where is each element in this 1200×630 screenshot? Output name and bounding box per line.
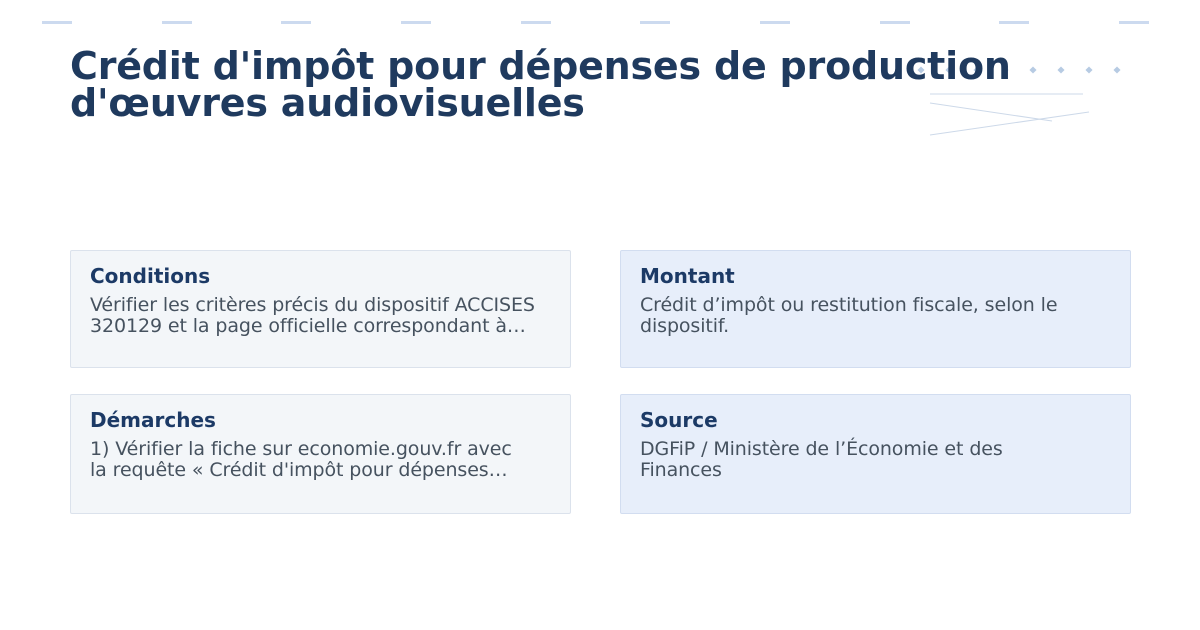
card-source: Source DGFiP / Ministère de l’Économie e…: [620, 394, 1131, 514]
dash: [281, 21, 311, 24]
page-title: Crédit d'impôt pour dépenses de producti…: [70, 44, 1011, 125]
crossing-lines-icon: [929, 93, 1090, 136]
card-conditions-text: Vérifier les critères précis du disposit…: [90, 294, 535, 337]
card-montant: Montant Crédit d’impôt ou restitution fi…: [620, 250, 1131, 368]
dash: [999, 21, 1029, 24]
dash: [760, 21, 790, 24]
top-dashes-decoration: [0, 21, 1200, 24]
card-demarches: Démarches 1) Vérifier la fiche sur econo…: [70, 394, 571, 514]
sparkle-lines-decoration: [917, 66, 1121, 136]
dash: [880, 21, 910, 24]
dash: [401, 21, 431, 24]
card-demarches-text: 1) Vérifier la fiche sur economie.gouv.f…: [90, 438, 512, 481]
dash: [1119, 21, 1149, 24]
card-conditions-title: Conditions: [90, 264, 211, 288]
card-montant-text: Crédit d’impôt ou restitution fiscale, s…: [640, 294, 1058, 337]
dash: [640, 21, 670, 24]
card-source-title: Source: [640, 408, 718, 432]
card-conditions: Conditions Vérifier les critères précis …: [70, 250, 571, 368]
card-demarches-title: Démarches: [90, 408, 216, 432]
dash: [162, 21, 192, 24]
dash: [42, 21, 72, 24]
dash: [521, 21, 551, 24]
card-source-text: DGFiP / Ministère de l’Économie et des F…: [640, 438, 1003, 481]
card-montant-title: Montant: [640, 264, 735, 288]
